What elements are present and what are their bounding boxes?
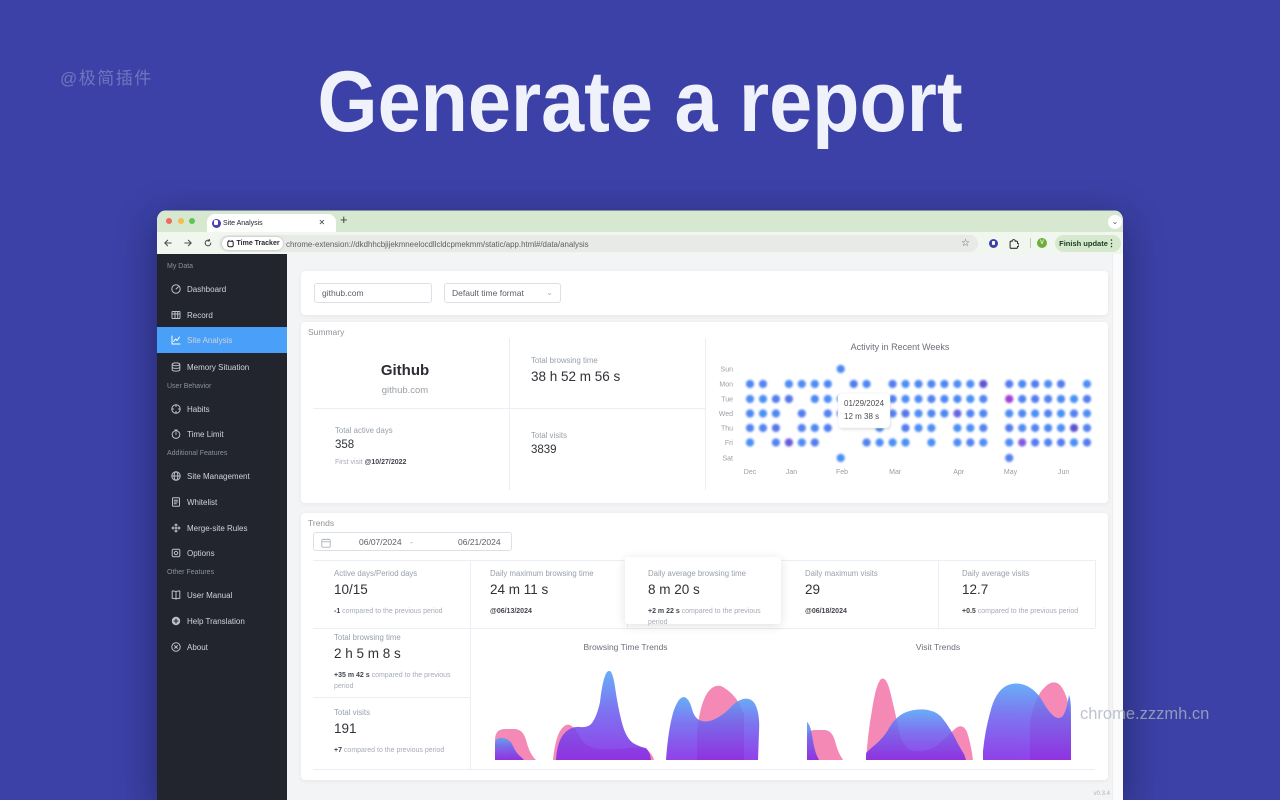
svg-text:Thu: Thu [721,426,733,433]
svg-text:Tue: Tue [721,397,733,404]
svg-text:Jan: Jan [786,469,797,476]
svg-text:Mon: Mon [719,382,733,389]
svg-text:Jun: Jun [1058,469,1069,476]
svg-text:Sat: Sat [722,456,733,463]
svg-text:May: May [1004,469,1018,476]
svg-text:Mar: Mar [889,469,902,476]
svg-text:Apr: Apr [953,469,965,476]
svg-text:01/29/2024: 01/29/2024 [844,399,885,408]
svg-text:Dec: Dec [744,469,757,476]
svg-text:12 m 38 s: 12 m 38 s [844,412,879,421]
svg-text:Activity in Recent Weeks: Activity in Recent Weeks [851,342,950,352]
svg-text:Fri: Fri [725,440,734,447]
svg-text:Sun: Sun [721,367,734,374]
svg-text:Wed: Wed [719,411,733,418]
svg-text:Feb: Feb [836,469,848,476]
